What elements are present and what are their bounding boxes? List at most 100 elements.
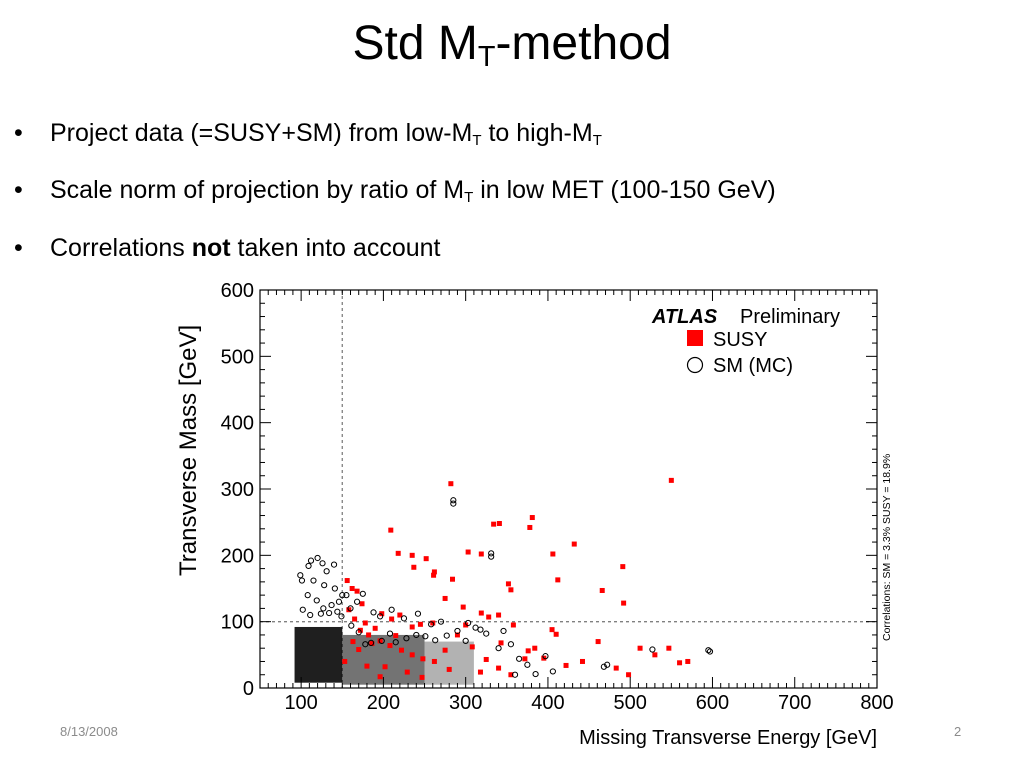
title-subscript: T [477, 41, 496, 74]
sm-point [335, 598, 343, 605]
susy-point [460, 604, 466, 610]
title-rest: -method [495, 17, 672, 70]
sm-point [330, 561, 338, 568]
data-points [294, 477, 714, 685]
bullet-list: • Project data (=SUSY+SM) from low-MT to … [14, 118, 776, 282]
sm-point [542, 653, 549, 660]
sm-point [450, 497, 457, 504]
susy-point [555, 577, 561, 583]
sm-point [450, 500, 457, 507]
susy-point [342, 658, 348, 664]
susy-point [352, 616, 358, 622]
sm-point [334, 608, 341, 615]
side-annotation: Correlations: SM = 3.3% SUSY = 18.9% [881, 454, 893, 641]
y-tick-label: 200 [221, 545, 254, 567]
bullet-item: • Project data (=SUSY+SM) from low-MT to … [14, 118, 776, 156]
sm-point [706, 648, 714, 655]
legend-experiment: ATLAS [651, 306, 718, 328]
x-tick-label: 700 [778, 692, 811, 714]
sm-point [400, 615, 408, 622]
sm-point [392, 639, 399, 646]
sm-point [355, 629, 362, 636]
bullet-text: in low MET (100-150 GeV) [473, 176, 776, 205]
y-tick-label: 400 [221, 413, 254, 435]
sm-point [317, 610, 324, 617]
sm-point [524, 661, 531, 668]
susy-point [478, 551, 484, 557]
x-axis-label: Missing Transverse Energy [GeV] [579, 727, 877, 749]
susy-point [372, 625, 378, 631]
bullet-subscript: T [472, 131, 482, 149]
y-tick-label: 100 [221, 612, 254, 634]
sm-point [314, 554, 321, 562]
bullet-text: Project data (=SUSY+SM) from low-M [50, 119, 473, 147]
sm-point [477, 626, 484, 633]
susy-point [529, 515, 535, 521]
sm-point [516, 655, 523, 662]
susy-point [356, 647, 362, 653]
sm-dense-region [294, 626, 343, 683]
bullet-text: Scale norm of projection by ratio of M [50, 176, 465, 205]
susy-point [620, 564, 626, 570]
sm-point [488, 550, 495, 557]
sm-point [305, 562, 312, 570]
sm-point [321, 582, 328, 589]
susy-point [430, 620, 436, 626]
sm-point [403, 635, 410, 642]
sm-point [310, 577, 317, 584]
sm-point [422, 633, 429, 640]
sm-point [343, 592, 350, 599]
susy-point [446, 666, 452, 672]
tick-labels: 100 200 300 400 500 600 700 800 0 100 200 300 400 500… [221, 280, 894, 714]
susy-point [496, 665, 502, 671]
sm-point [304, 592, 311, 599]
bullet-marker: • [14, 233, 23, 262]
susy-point [666, 645, 672, 651]
susy-point [366, 632, 372, 638]
sm-point [437, 618, 445, 625]
bullet-item: • Correlations not taken into account [14, 233, 776, 263]
sm-point [549, 668, 556, 675]
sm-point [500, 627, 507, 635]
susy-point [404, 669, 410, 675]
y-tick-label: 300 [221, 479, 254, 501]
sm-point [378, 637, 385, 645]
susy-point [508, 672, 514, 678]
susy-point [668, 477, 674, 483]
susy-point [389, 616, 395, 622]
bullet-bold-text: not [191, 233, 231, 262]
sm-point [331, 585, 338, 592]
sm-point [604, 661, 611, 668]
susy-point [359, 601, 365, 607]
susy-point [398, 647, 404, 653]
susy-point [382, 664, 388, 670]
sm-point [600, 663, 607, 670]
sm-point [507, 641, 515, 648]
sm-point [298, 577, 306, 584]
susy-point [532, 645, 538, 651]
bullet-subscript: T [592, 131, 602, 149]
susy-point [344, 578, 350, 584]
susy-point [595, 639, 601, 645]
axis-ticks [259, 289, 878, 689]
susy-point [579, 658, 585, 664]
susy-point [477, 669, 483, 675]
bullet-subscript: T [464, 189, 474, 206]
x-tick-label: 300 [449, 692, 482, 714]
susy-point [496, 612, 502, 618]
sm-point [328, 601, 335, 609]
susy-point [350, 639, 356, 645]
y-tick-label: 600 [221, 280, 254, 302]
susy-point [369, 641, 375, 647]
x-tick-label: 600 [696, 692, 729, 714]
sm-point [388, 606, 395, 613]
susy-point [498, 640, 504, 646]
susy-point [505, 581, 511, 587]
sm-point [362, 641, 369, 648]
susy-point [387, 643, 393, 649]
legend: ATLAS Preliminary SUSY SM (MC) [651, 306, 840, 377]
sm-point [443, 632, 450, 639]
sm-point [339, 592, 346, 599]
sm-point [326, 609, 333, 617]
